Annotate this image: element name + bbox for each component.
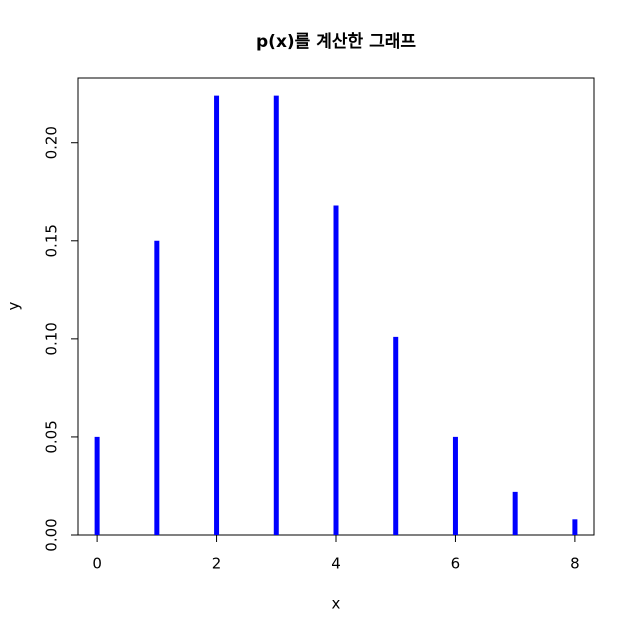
x-tick-label: 8 bbox=[570, 555, 580, 573]
chart-title: p(x)를 계산한 그래프 bbox=[256, 32, 416, 52]
x-tick-label: 2 bbox=[212, 555, 222, 573]
y-tick-label: 0.10 bbox=[43, 322, 61, 355]
y-axis-label: y bbox=[5, 301, 23, 310]
y-tick-label: 0.20 bbox=[43, 126, 61, 159]
x-tick-label: 0 bbox=[92, 555, 102, 573]
y-tick-label: 0.05 bbox=[43, 420, 61, 453]
x-tick-label: 6 bbox=[451, 555, 461, 573]
x-axis-label: x bbox=[332, 595, 341, 613]
y-tick-label: 0.00 bbox=[43, 518, 61, 551]
y-tick-label: 0.15 bbox=[43, 224, 61, 257]
x-tick-label: 4 bbox=[331, 555, 341, 573]
